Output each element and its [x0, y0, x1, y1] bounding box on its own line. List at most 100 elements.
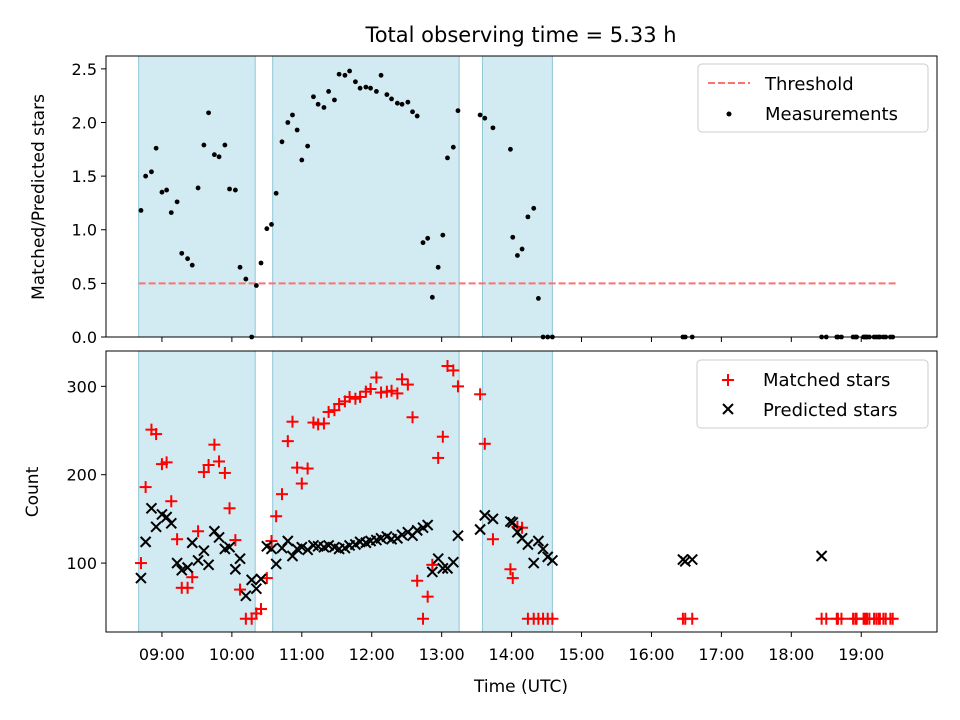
bottom-legend: Matched stars Predicted stars	[696, 359, 929, 429]
matched-star-point	[234, 583, 247, 596]
measurement-point	[515, 253, 520, 258]
predicted-star-point	[229, 563, 242, 575]
measurement-point	[435, 264, 441, 270]
matched-star-point	[139, 481, 152, 494]
matched-star-point	[333, 398, 346, 411]
bottom-observing-window	[481, 350, 553, 633]
predicted-star-point	[160, 511, 173, 523]
measurement-point	[399, 101, 405, 107]
matched-star-point	[213, 455, 226, 468]
top-panel-frame	[105, 55, 938, 338]
measurement-point	[420, 240, 426, 246]
measurement-point	[138, 208, 144, 213]
matched-star-point	[396, 373, 409, 386]
top-y-tick-label: 0.0	[72, 328, 97, 347]
matched-star-point	[160, 456, 173, 469]
predicted-star-point	[213, 531, 225, 544]
measurement-point	[149, 169, 154, 175]
top-observing-window	[481, 55, 553, 338]
measurement-point	[519, 246, 525, 252]
x-axis-label: Time (UTC)	[473, 677, 568, 697]
predicted-star-point	[223, 541, 236, 553]
top-y-tick-label: 2.5	[72, 60, 97, 79]
matched-star-point	[192, 525, 205, 538]
predicted-star-point	[537, 543, 549, 555]
matched-star-point	[474, 388, 487, 401]
measurement-point	[531, 205, 537, 211]
measurement-point	[440, 232, 446, 238]
matched-star-point	[181, 581, 194, 594]
measurement-point	[258, 260, 264, 266]
x-tick-label: 13:00	[419, 645, 465, 664]
measurement-point	[357, 85, 363, 91]
predicted-star-point	[296, 541, 308, 553]
matched-star-point	[317, 417, 330, 430]
matched-star-point	[432, 451, 445, 464]
matched-star-point	[385, 384, 398, 397]
matched-star-point	[406, 411, 419, 424]
predicted-star-point	[135, 572, 147, 584]
measurement-point	[269, 221, 274, 227]
measurement-point	[378, 72, 384, 78]
measurement-point	[321, 105, 327, 110]
matched-star-point	[478, 437, 491, 450]
predicted-star-point	[286, 550, 299, 562]
matched-star-point	[417, 612, 430, 625]
measurement-point	[425, 235, 431, 241]
matched-star-point	[436, 430, 449, 443]
measurement-point	[414, 113, 420, 119]
measurement-point	[159, 189, 165, 195]
matched-star-point	[218, 466, 231, 479]
matched-star-point	[421, 590, 434, 603]
predicted-star-point	[504, 515, 517, 528]
bottom-y-tick-label: 100	[66, 554, 97, 573]
measurement-point	[384, 92, 390, 98]
predicted-legend-label: Predicted stars	[763, 400, 897, 421]
matched-star-point	[275, 488, 288, 501]
threshold-legend-label: Threshold	[764, 74, 854, 95]
measurement-point	[535, 295, 541, 301]
measurement-point	[285, 120, 291, 125]
matched-star-point	[486, 533, 499, 546]
matched-star-point	[426, 558, 439, 571]
measurement-point	[326, 88, 332, 94]
predicted-star-point	[426, 566, 439, 578]
predicted-star-point	[165, 517, 177, 530]
x-tick-label: 12:00	[349, 645, 395, 664]
measurement-point	[216, 154, 222, 160]
measurement-point	[299, 157, 305, 163]
x-tick-label: 18:00	[768, 645, 814, 664]
measurement-point	[429, 294, 435, 300]
matched-star-point	[354, 390, 367, 403]
measurement-point	[363, 84, 369, 90]
predicted-star-point	[546, 554, 559, 567]
matched-star-point	[506, 572, 519, 585]
measurement-point	[237, 264, 243, 270]
predicted-star-point	[171, 557, 183, 569]
measurement-point	[332, 97, 337, 103]
predicted-star-point	[176, 564, 188, 576]
top-legend-box	[697, 63, 929, 133]
matched-star-point	[197, 466, 210, 479]
measurement-point	[273, 190, 279, 196]
x-tick-label: 14:00	[489, 645, 535, 664]
predicted-star-point	[679, 555, 691, 568]
matched-star-point	[401, 378, 414, 391]
measurement-point	[153, 145, 159, 151]
measurement-point	[264, 226, 270, 232]
predicted-star-point	[507, 516, 519, 529]
measurement-point	[410, 109, 415, 115]
measurement-point	[201, 142, 207, 148]
matched-star-point	[150, 428, 163, 441]
matched-star-point	[208, 438, 221, 451]
matched-star-point	[255, 603, 268, 616]
measurement-point	[336, 71, 342, 77]
predicted-star-point	[411, 524, 423, 537]
measurement-point	[482, 115, 488, 121]
predicted-star-point	[452, 529, 464, 542]
predicted-star-point	[447, 556, 460, 568]
measurement-point	[525, 214, 531, 220]
matched-star-point	[328, 404, 341, 417]
top-y-tick-label: 0.5	[72, 274, 97, 293]
